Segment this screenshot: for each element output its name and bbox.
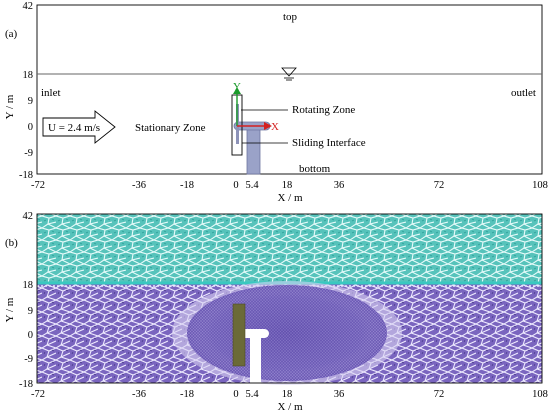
panel-b: (b) Y / m 42 18 9 0 -9 -18 -72 -36: [4, 211, 548, 413]
y-tick: 18: [23, 70, 34, 81]
turbine-mesh-cutout: [232, 303, 269, 384]
x-tick: 0: [233, 180, 238, 191]
panel-b-ylabel: Y / m: [4, 297, 16, 322]
panel-b-tag: (b): [5, 237, 18, 249]
free-surface-icon: [281, 67, 297, 81]
x-tick: 108: [532, 180, 548, 191]
inflow-velocity-label: U = 2.4 m/s: [48, 122, 100, 134]
outlet-label: outlet: [511, 87, 536, 99]
panel-a: (a) Y / m 42 18 9 0 -9 -18 -72 -36 -18 0…: [4, 1, 548, 204]
x-tick: 108: [532, 389, 548, 400]
rotating-zone-label: Rotating Zone: [292, 104, 355, 116]
inlet-label: inlet: [41, 87, 61, 99]
panel-b-frame: [36, 213, 543, 384]
mesh-field: [37, 214, 542, 385]
x-tick: -18: [180, 180, 194, 191]
panel-a-xlabel: X / m: [277, 192, 303, 204]
air-mesh-region: [37, 214, 542, 283]
x-tick: -72: [31, 180, 45, 191]
tower-cutout: [250, 332, 261, 384]
x-tick: 36: [334, 389, 345, 400]
panel-a-frame: [36, 4, 543, 175]
y-tick: -18: [19, 379, 33, 390]
x-tick: -18: [180, 389, 194, 400]
y-tick: 42: [23, 1, 34, 12]
panel-a-y-ticks: 42 18 9 0 -9 -18: [19, 1, 33, 181]
local-x-axis-label: X: [271, 121, 279, 133]
panel-b-y-ticks: 42 18 9 0 -9 -18: [19, 211, 33, 390]
sliding-interface-label: Sliding Interface: [292, 137, 366, 149]
x-tick: 5.4: [245, 389, 259, 400]
y-tick: 0: [28, 330, 33, 341]
x-tick: -36: [132, 389, 146, 400]
panel-b-xlabel: X / m: [277, 401, 303, 413]
turbine-tower: [246, 126, 261, 175]
x-tick: -72: [31, 389, 45, 400]
y-tick: -9: [24, 354, 33, 365]
y-tick: 42: [23, 211, 34, 222]
x-tick: 36: [334, 180, 345, 191]
panel-a-x-ticks: -72 -36 -18 0 5.4 18 36 72 108: [31, 180, 548, 191]
x-tick: 5.4: [245, 180, 259, 191]
local-axes: Y X: [233, 81, 279, 133]
y-tick: -9: [24, 148, 33, 159]
y-tick: 9: [28, 96, 33, 107]
bottom-boundary-label: bottom: [299, 163, 331, 175]
x-tick: -36: [132, 180, 146, 191]
x-tick: 18: [282, 389, 293, 400]
y-tick: 18: [23, 280, 34, 291]
panel-a-tag: (a): [5, 28, 18, 40]
stationary-zone-label: Stationary Zone: [135, 122, 206, 134]
y-tick: -18: [19, 170, 33, 181]
local-y-axis-label: Y: [233, 81, 241, 93]
blade-region: [232, 303, 246, 367]
panel-a-ylabel: Y / m: [4, 94, 16, 119]
x-tick: 72: [434, 180, 445, 191]
inflow-arrow: U = 2.4 m/s: [42, 110, 116, 144]
x-tick: 0: [233, 389, 238, 400]
y-tick: 0: [28, 122, 33, 133]
x-tick: 18: [282, 180, 293, 191]
panel-b-x-ticks: -72 -36 -18 0 5.4 18 36 72 108: [31, 389, 548, 400]
y-tick: 9: [28, 306, 33, 317]
top-boundary-label: top: [283, 11, 298, 23]
x-tick: 72: [434, 389, 445, 400]
